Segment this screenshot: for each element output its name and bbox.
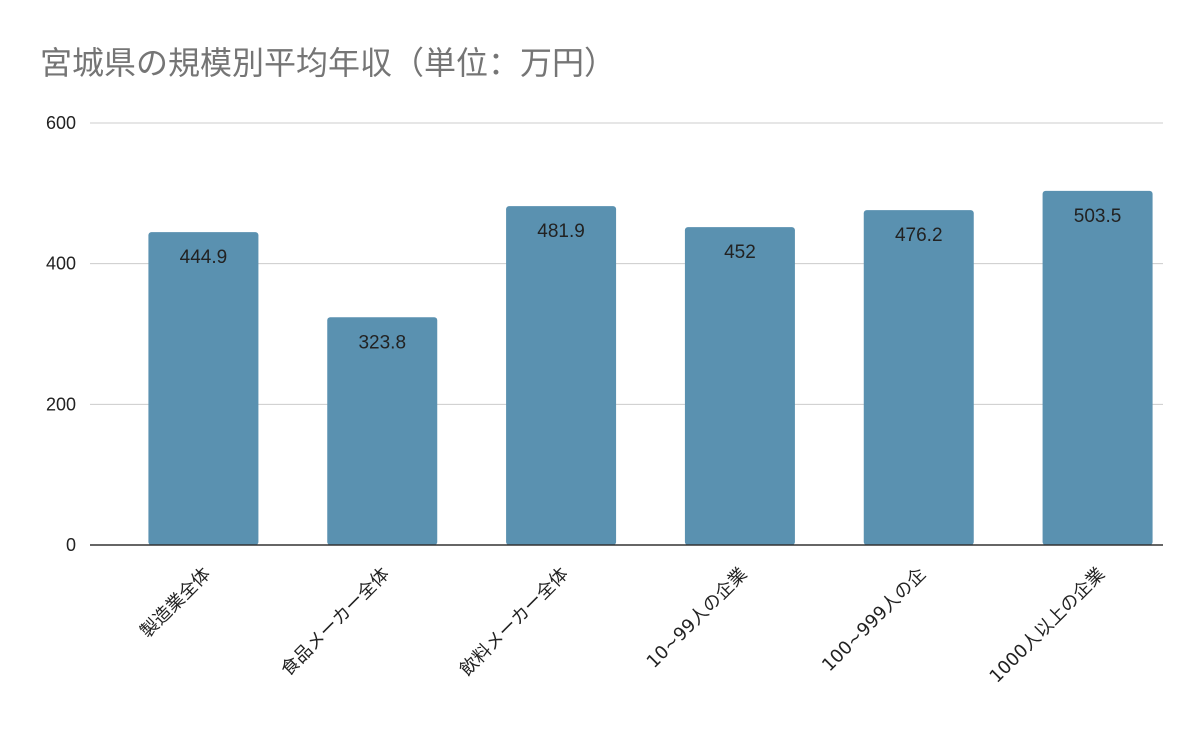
x-tick-label: 10~99人の企業 xyxy=(643,564,752,673)
x-axis-ticks: 製造業全体 食品メーカー全体 飲料メーカー全体 10~99人の企業 100~999人の企… xyxy=(136,564,1109,688)
y-axis-ticks: 0 200 400 600 xyxy=(46,113,76,555)
bar xyxy=(684,227,795,546)
y-tick-label: 0 xyxy=(66,535,76,555)
x-tick-label: 製造業全体 xyxy=(136,564,214,642)
bar-value-label: 452 xyxy=(724,242,756,263)
y-tick-label: 400 xyxy=(46,254,76,274)
x-tick-label: 100~999人の企 xyxy=(818,564,930,676)
x-tick-label: 1000人以上の企業 xyxy=(986,564,1110,688)
bar xyxy=(1042,190,1153,545)
bar xyxy=(148,232,259,545)
y-tick-label: 200 xyxy=(46,394,76,414)
x-tick-label: 飲料メーカー全体 xyxy=(456,564,573,681)
bar xyxy=(327,317,438,545)
chart-title: 宮城県の規模別平均年収（単位：万円） xyxy=(40,44,616,82)
bar-value-label: 481.9 xyxy=(537,221,585,242)
bar-value-label: 476.2 xyxy=(895,225,943,246)
bar xyxy=(863,210,974,545)
bar-value-labels: 444.9 323.8 481.9 452 476.2 503.5 xyxy=(180,206,1122,353)
x-tick-label: 食品メーカー全体 xyxy=(277,564,394,681)
y-tick-label: 600 xyxy=(46,113,76,133)
bar-value-label: 503.5 xyxy=(1074,206,1122,227)
bar-value-label: 444.9 xyxy=(180,247,228,268)
bar xyxy=(506,206,617,545)
gridlines xyxy=(90,122,1163,405)
bars xyxy=(148,190,1153,546)
bar-value-label: 323.8 xyxy=(358,332,406,353)
